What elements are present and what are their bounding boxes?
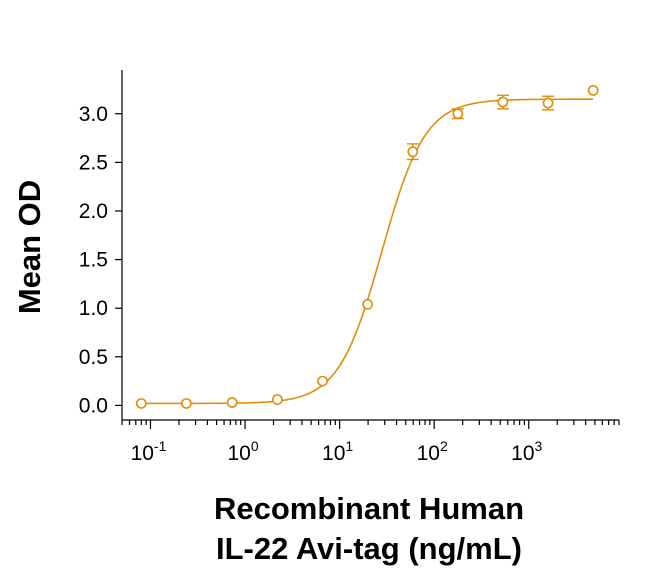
x-axis-title-line: IL-22 Avi-tag (ng/mL)	[216, 531, 522, 566]
y-tick-label: 0.0	[79, 394, 108, 417]
data-point	[226, 397, 238, 408]
y-tick-label: 1.0	[79, 297, 108, 320]
data-point	[317, 375, 328, 387]
data-point	[272, 394, 283, 405]
data-points-group	[135, 85, 599, 409]
x-tick-label: 10-1	[131, 438, 167, 465]
axis-titles: Mean OD Recombinant Human IL-22 Avi-tag (n…	[12, 180, 524, 566]
data-point	[542, 97, 554, 109]
fit-curve	[141, 98, 594, 405]
y-tick-label: 2.5	[79, 151, 108, 174]
x-tick-label: 103	[511, 438, 542, 465]
data-point	[407, 146, 419, 158]
x-tick-label: 101	[322, 438, 353, 465]
data-point	[181, 398, 192, 409]
y-tick-label: 2.0	[79, 200, 108, 223]
axes: 0.0 0.5 1.0 1.5 2.0 2.5 3.0 10-1 100 101 102 103	[79, 70, 620, 465]
data-point	[497, 96, 509, 108]
y-tick-label: 1.5	[79, 249, 108, 272]
x-tick-label: 102	[417, 438, 448, 465]
y-tick-label: 3.0	[79, 103, 108, 126]
y-axis-title: Mean OD	[12, 180, 47, 314]
data-point	[135, 398, 147, 409]
fit-curve-group	[141, 98, 594, 405]
x-tick-label: 100	[227, 438, 258, 465]
y-tick-label: 0.5	[79, 346, 108, 369]
data-point	[587, 85, 599, 96]
x-axis-title-line: Recombinant Human	[214, 491, 524, 526]
data-point	[452, 108, 464, 120]
data-point	[362, 298, 374, 310]
